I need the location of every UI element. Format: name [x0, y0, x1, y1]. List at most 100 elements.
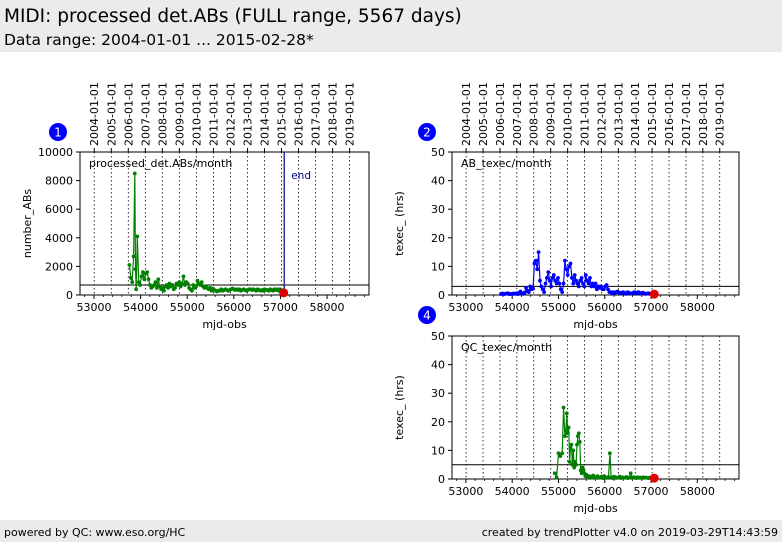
chart2-year-label-14: 2018-01-01	[697, 82, 710, 146]
chart2-data-point	[539, 284, 544, 289]
chart1-last-point-marker	[279, 288, 289, 298]
chart2-data-point	[557, 281, 562, 286]
chart4-data-point	[575, 442, 579, 447]
chart4-data-point	[564, 411, 569, 416]
page-subtitle: Data range: 2004-01-01 ... 2015-02-28*	[4, 31, 314, 49]
chart4-data-point	[566, 425, 571, 430]
chart1-data-point	[160, 285, 165, 290]
chart1-data-point	[162, 288, 166, 293]
chart1-data-point	[127, 263, 132, 267]
chart2-data-point	[576, 284, 581, 289]
chart2-year-label-0: 2004-01-01	[460, 82, 473, 146]
chart4-badge-number: 4	[423, 309, 431, 323]
chart2-data-point	[561, 281, 566, 286]
chart1-year-label-11: 2015-01-01	[276, 82, 289, 146]
chart4-y-tick-label-5: 50	[431, 330, 445, 343]
chart1-data-point	[180, 281, 184, 286]
chart1-data-point	[177, 280, 182, 285]
chart2-data-point	[560, 290, 565, 295]
chart2-data-point	[535, 267, 540, 272]
chart2-data-point	[599, 284, 603, 289]
chart2-y-tick-label-3: 30	[431, 203, 445, 216]
chart1-data-point	[175, 283, 180, 287]
chart2-data-point	[571, 281, 576, 286]
chart2-data-point	[549, 284, 553, 289]
chart4-data-point	[628, 471, 633, 476]
chart2-data-point	[604, 283, 609, 287]
chart4-data-point	[567, 459, 572, 464]
chart2-year-label-4: 2008-01-01	[528, 82, 541, 146]
chart2-data-point	[551, 273, 556, 277]
chart1-year-label-0: 2004-01-01	[88, 82, 101, 146]
footer-bar	[0, 520, 782, 542]
chart2-year-label-12: 2016-01-01	[663, 82, 676, 146]
chart1-x-tick-label-1: 54000	[123, 301, 158, 314]
chart4-data-point	[581, 468, 586, 473]
chart1-year-label-5: 2009-01-01	[173, 82, 186, 146]
chart2-data-point	[575, 281, 580, 286]
chart1-data-point	[131, 254, 136, 259]
chart4-plot-area	[451, 335, 740, 480]
chart4-data-point	[563, 434, 567, 438]
chart4-data-point	[578, 468, 583, 473]
chart1-data-point	[155, 285, 159, 290]
chart2-data-point	[586, 281, 591, 286]
chart4-data-point	[580, 465, 585, 470]
chart1-year-label-12: 2016-01-01	[293, 82, 306, 146]
chart1-y-tick-label-2: 4000	[45, 232, 73, 245]
chart1-data-point	[132, 171, 137, 176]
chart1-data-point	[185, 281, 190, 286]
chart2-x-tick-label-2: 55000	[541, 301, 576, 314]
chart1-badge	[49, 123, 67, 141]
chart1-data-point	[128, 275, 133, 280]
chart4-y-tick-label-3: 30	[431, 387, 445, 400]
page-title: MIDI: processed det.ABs (FULL range, 556…	[4, 6, 462, 27]
chart4-data-point	[563, 428, 568, 433]
chart1-data-point	[194, 284, 198, 289]
chart1-data-point	[135, 234, 140, 239]
chart1-data-point	[199, 280, 204, 285]
chart1-y-tick-label-5: 10000	[38, 146, 73, 159]
chart2-y-tick-label-1: 10	[431, 260, 445, 273]
chart2-badge	[418, 123, 436, 141]
chart1-year-label-6: 2010-01-01	[190, 82, 203, 146]
chart1-data-point	[152, 283, 157, 287]
chart4-data-point	[573, 459, 578, 464]
chart2-data-point	[556, 275, 560, 280]
chart1-data-point	[189, 288, 194, 293]
chart4-x-tick-label-1: 54000	[495, 485, 530, 498]
chart4-y-tick-label-4: 40	[431, 359, 445, 372]
chart1-data-point	[141, 270, 145, 275]
chart2-data-point	[578, 278, 583, 283]
chart1-data-point	[134, 287, 139, 292]
chart2-data-point	[585, 278, 590, 283]
chart4-last-point-marker	[649, 473, 659, 483]
chart1-year-label-14: 2018-01-01	[327, 82, 340, 146]
chart2-data-point	[581, 281, 585, 286]
chart4-panel-label: QC_texec/month	[461, 341, 552, 354]
chart2-data-point	[564, 267, 569, 272]
chart4-x-tick-label-5: 58000	[680, 485, 715, 498]
chart4-y-tick-label-0: 0	[438, 473, 445, 486]
chart2-last-point-marker	[649, 289, 659, 299]
chart1-end-label: end	[291, 170, 311, 182]
chart4-data-point	[572, 465, 577, 470]
chart2-data-point	[540, 287, 545, 292]
chart4-data-point	[574, 462, 578, 467]
footer-right: created by trendPlotter v4.0 on 2019-03-…	[481, 526, 778, 539]
chart2-y-tick-label-4: 40	[431, 175, 445, 188]
chart2-data-point	[574, 278, 578, 283]
chart2-y-axis-label: texec_ (hrs)	[393, 191, 406, 256]
chart1-data-point	[167, 281, 172, 286]
chart4-data-point	[568, 445, 573, 450]
chart2-data-point	[589, 284, 594, 289]
chart1-y-tick-label-4: 8000	[45, 175, 73, 188]
chart2-data-point	[533, 258, 538, 263]
chart1-data-point	[173, 285, 177, 290]
chart4-data-point	[571, 448, 576, 453]
chart2-x-tick-label-0: 53000	[448, 301, 483, 314]
chart4-data-point	[569, 442, 574, 447]
chart2-year-label-15: 2019-01-01	[714, 82, 727, 146]
chart2-data-point	[544, 275, 549, 280]
chart1-data-point	[156, 277, 161, 282]
